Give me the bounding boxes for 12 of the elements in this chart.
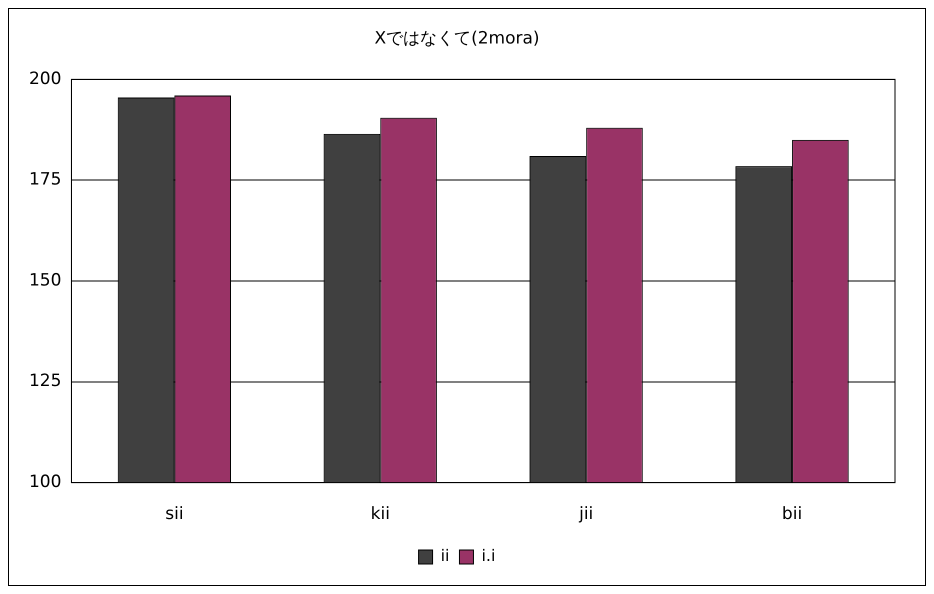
y-tick-label: 150 xyxy=(28,270,62,290)
legend-label: ii xyxy=(440,546,450,566)
x-tick-label: sii xyxy=(165,504,184,524)
legend-label: i.i xyxy=(481,546,496,566)
y-tick-label: 125 xyxy=(28,371,62,392)
y-tick-label: 100 xyxy=(28,472,62,492)
x-tick-label: kii xyxy=(370,504,390,524)
y-tick-label: 200 xyxy=(28,68,62,89)
y-tick-label: 175 xyxy=(28,170,62,190)
chart-title: Xではなくて(2mora) xyxy=(374,28,540,49)
x-tick-label: jii xyxy=(578,504,594,524)
x-tick-label: bii xyxy=(782,504,802,524)
